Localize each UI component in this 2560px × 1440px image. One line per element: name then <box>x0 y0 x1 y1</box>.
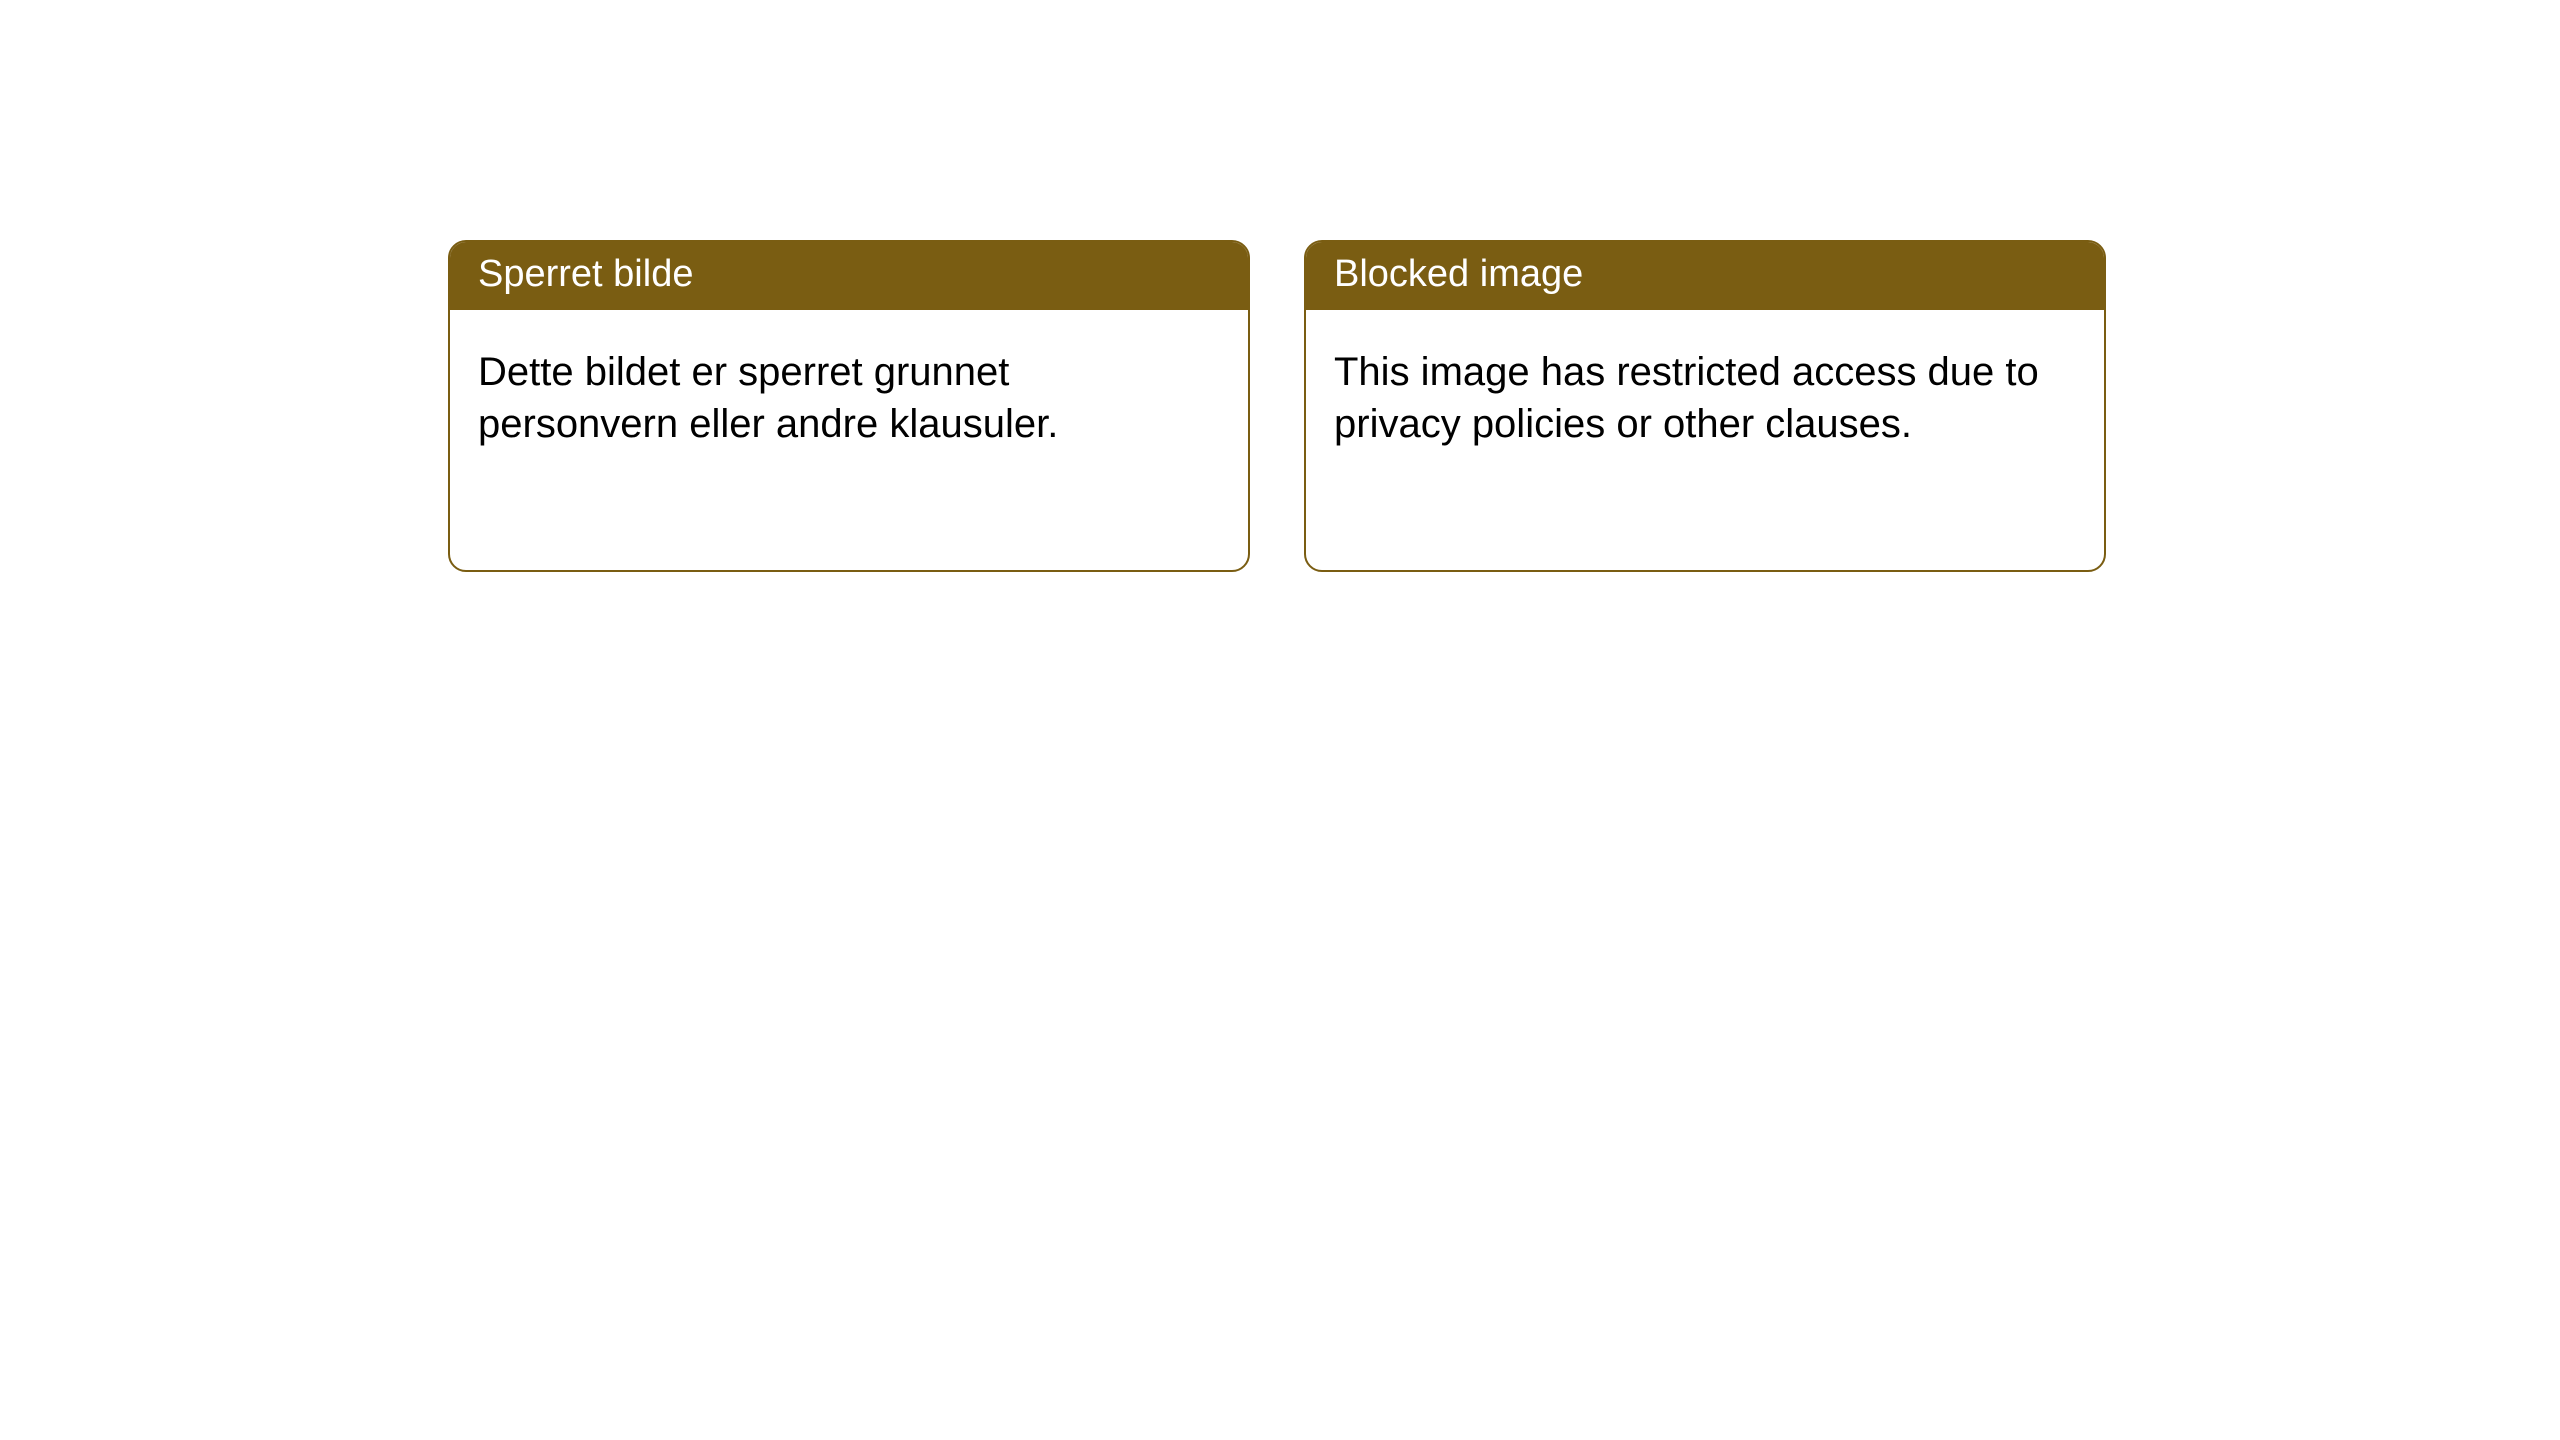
notice-card-english: Blocked image This image has restricted … <box>1304 240 2106 572</box>
notice-body-norwegian: Dette bildet er sperret grunnet personve… <box>450 310 1248 478</box>
notice-header-english: Blocked image <box>1306 242 2104 310</box>
notice-body-english: This image has restricted access due to … <box>1306 310 2104 478</box>
notice-header-norwegian: Sperret bilde <box>450 242 1248 310</box>
notice-container: Sperret bilde Dette bildet er sperret gr… <box>0 0 2560 572</box>
notice-card-norwegian: Sperret bilde Dette bildet er sperret gr… <box>448 240 1250 572</box>
